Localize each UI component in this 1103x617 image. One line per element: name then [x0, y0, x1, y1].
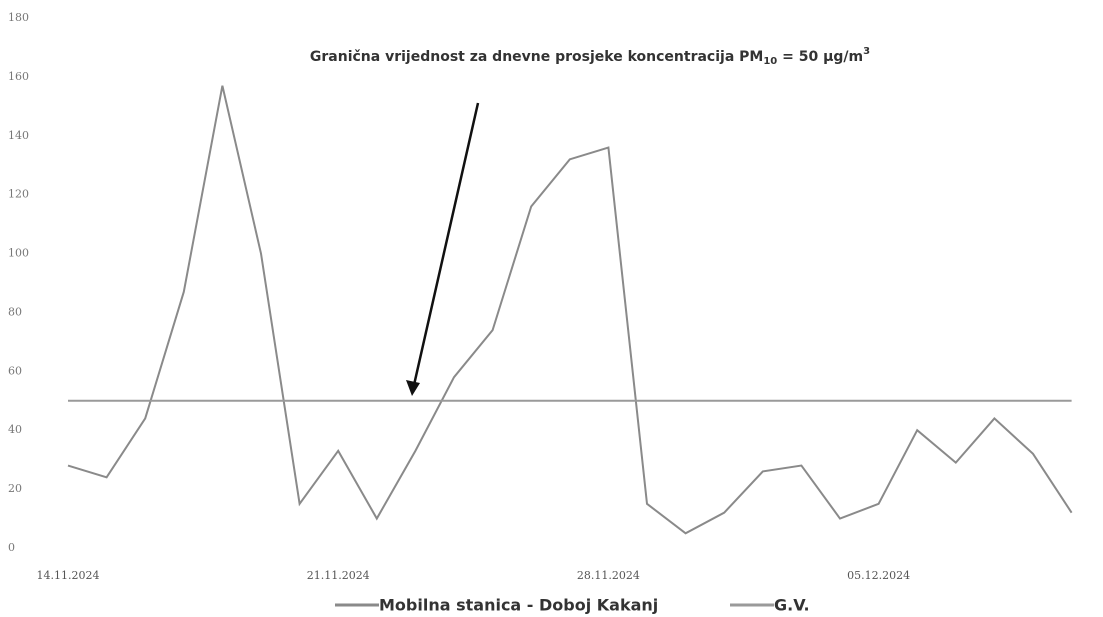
y-tick-label: 40: [8, 423, 22, 436]
legend-label: G.V.: [774, 596, 810, 615]
annotation: Granična vrijednost za dnevne prosjeke k…: [310, 46, 870, 67]
y-tick-label: 180: [8, 11, 29, 24]
y-tick-label: 80: [8, 305, 22, 318]
y-tick-label: 100: [8, 247, 29, 260]
y-tick-label: 0: [8, 541, 15, 554]
x-tick-label: 14.11.2024: [37, 569, 100, 582]
y-tick-label: 140: [8, 129, 29, 142]
y-tick-label: 160: [8, 70, 29, 83]
series-line: [67, 85, 1073, 535]
x-tick-label: 28.11.2024: [577, 569, 640, 582]
x-tick-label: 05.12.2024: [847, 569, 910, 582]
arrow-shaft: [412, 102, 480, 386]
x-tick-label: 21.11.2024: [307, 569, 370, 582]
legend-label: Mobilna stanica - Doboj Kakanj: [379, 596, 658, 615]
y-tick-label: 120: [8, 188, 29, 201]
y-tick-label: 20: [8, 482, 22, 495]
arrow-head: [406, 380, 420, 396]
y-tick-label: 60: [8, 364, 22, 377]
